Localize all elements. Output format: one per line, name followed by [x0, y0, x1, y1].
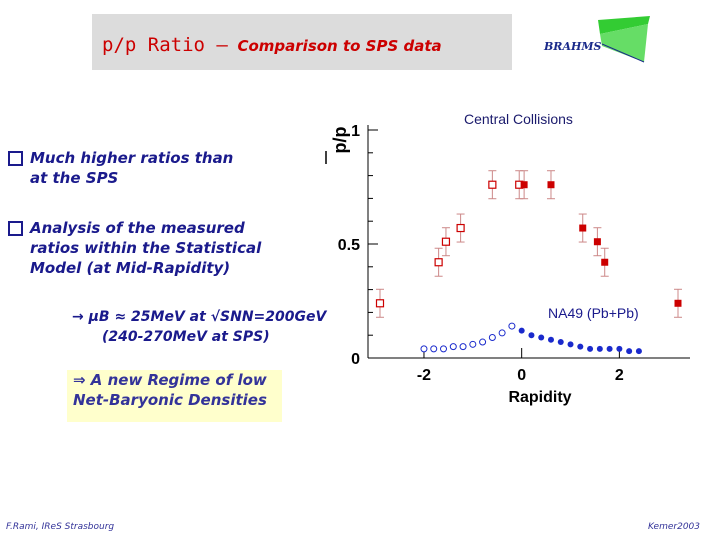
square-bullet-icon [8, 151, 23, 166]
bullet-line: Model (at Mid-Rapidity) [30, 259, 231, 277]
brahms-filled-point [601, 258, 609, 266]
x-tick-label: 0 [517, 367, 526, 384]
na49-open-point [498, 329, 506, 337]
result-text: → μB ≈ 25MeV at √SNN=200GeV (240-270MeV … [72, 307, 326, 347]
brahms-filled-point [520, 181, 528, 189]
na49-open-point [479, 338, 487, 346]
na49-filled-point [577, 343, 584, 350]
title-sub: Comparison to SPS data [237, 37, 442, 55]
brahms-logo: BRAHMS [540, 16, 650, 66]
brahms-logo-swoosh [598, 16, 650, 63]
brahms-filled-point [579, 224, 587, 232]
regime-line: Net-Baryonic Densities [73, 391, 267, 409]
bullet-item: Much higher ratios than at the SPS [8, 148, 338, 188]
x-tick-label: 2 [615, 367, 624, 384]
na49-filled-point [538, 334, 545, 341]
na49-filled-point [616, 345, 623, 352]
brahms-open-point [375, 299, 385, 308]
brahms-open-point [441, 237, 451, 246]
result-line: → μB ≈ 25MeV at √SNN=200GeV [72, 309, 327, 325]
footer-conference: Kemer2003 [647, 522, 700, 532]
brahms-open-point [488, 180, 497, 189]
brahms-open-point [456, 223, 465, 233]
brahms-logo-text: BRAHMS [544, 40, 602, 53]
bullet-item: Analysis of the measured ratios within t… [8, 218, 338, 278]
na49-open-point [508, 322, 516, 330]
na49-filled-point [547, 336, 554, 343]
result-line: (240-270MeV at SPS) [102, 329, 270, 345]
bullet-line: Much higher ratios than [30, 149, 234, 167]
na49-open-point [488, 333, 496, 341]
brahms-filled-point [593, 238, 601, 246]
footer-author: F.Rami, IReS Strasbourg [6, 522, 115, 532]
brahms-filled-point [674, 299, 682, 307]
y-axis-label: p/p [330, 127, 350, 154]
y-tick-label: 0 [351, 351, 360, 368]
regime-line: ⇒ A new Regime of low [73, 371, 267, 389]
square-bullet-icon [8, 221, 23, 236]
bullet-line: ratios within the Statistical [30, 239, 262, 257]
chart-title: Central Collisions [464, 111, 573, 127]
na49-open-point [459, 343, 467, 351]
x-tick-label: -2 [417, 367, 431, 384]
na49-filled-point [518, 327, 525, 334]
na49-filled-point [596, 345, 603, 352]
bullet-list: Much higher ratios than at the SPS Analy… [8, 148, 338, 308]
slide-title: p/p Ratio – Comparison to SPS data [102, 34, 442, 56]
na49-filled-point [567, 341, 574, 348]
na49-filled-point [528, 332, 535, 339]
na49-open-point [440, 345, 448, 353]
title-box: p/p Ratio – Comparison to SPS data [92, 14, 512, 70]
bullet-line: at the SPS [30, 169, 119, 187]
na49-open-point [469, 340, 477, 348]
na49-annotation: NA49 (Pb+Pb) [548, 305, 639, 321]
bullet-line: Analysis of the measured [30, 219, 245, 237]
x-axis-label: Rapidity [508, 389, 571, 406]
na49-filled-point [626, 348, 633, 355]
title-main: p/p Ratio – [102, 34, 228, 56]
na49-open-point [430, 345, 438, 353]
y-tick-label: 0.5 [338, 237, 360, 254]
na49-open-point [449, 343, 457, 351]
na49-filled-point [606, 345, 613, 352]
y-tick-label: 1 [351, 123, 360, 140]
brahms-open-point [434, 258, 443, 267]
na49-filled-point [635, 348, 642, 355]
na49-filled-point [557, 339, 564, 346]
brahms-filled-point [547, 181, 555, 189]
na49-filled-point [587, 345, 594, 352]
na49-open-point [420, 345, 428, 353]
regime-box: ⇒ A new Regime of low Net-Baryonic Densi… [67, 370, 282, 422]
